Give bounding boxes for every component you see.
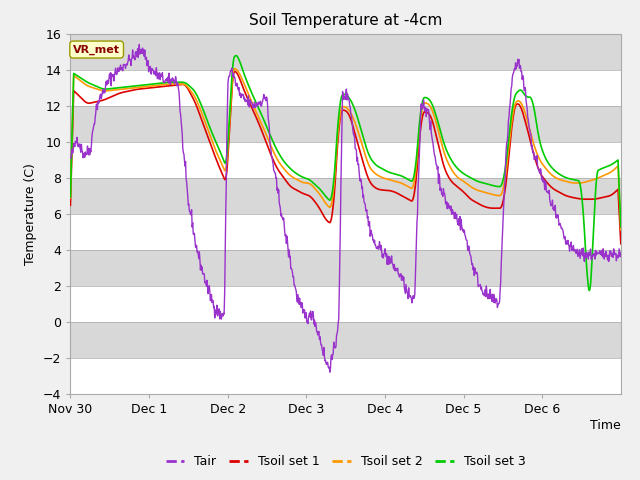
Bar (70, 358, 621, 394)
Title: Soil Temperature at -4cm: Soil Temperature at -4cm (249, 13, 442, 28)
Bar (70, 142, 621, 178)
Bar (70, 70, 621, 106)
Bar (70, 178, 621, 214)
Text: VR_met: VR_met (73, 44, 120, 55)
Bar (70, 214, 621, 250)
Bar (70, 250, 621, 286)
Y-axis label: Temperature (C): Temperature (C) (24, 163, 38, 264)
Bar (70, 286, 621, 322)
Text: Time: Time (590, 419, 621, 432)
Legend: Tair, Tsoil set 1, Tsoil set 2, Tsoil set 3: Tair, Tsoil set 1, Tsoil set 2, Tsoil se… (161, 450, 531, 473)
Bar (70, 106, 621, 142)
Bar (70, 34, 621, 70)
Bar (70, 322, 621, 358)
